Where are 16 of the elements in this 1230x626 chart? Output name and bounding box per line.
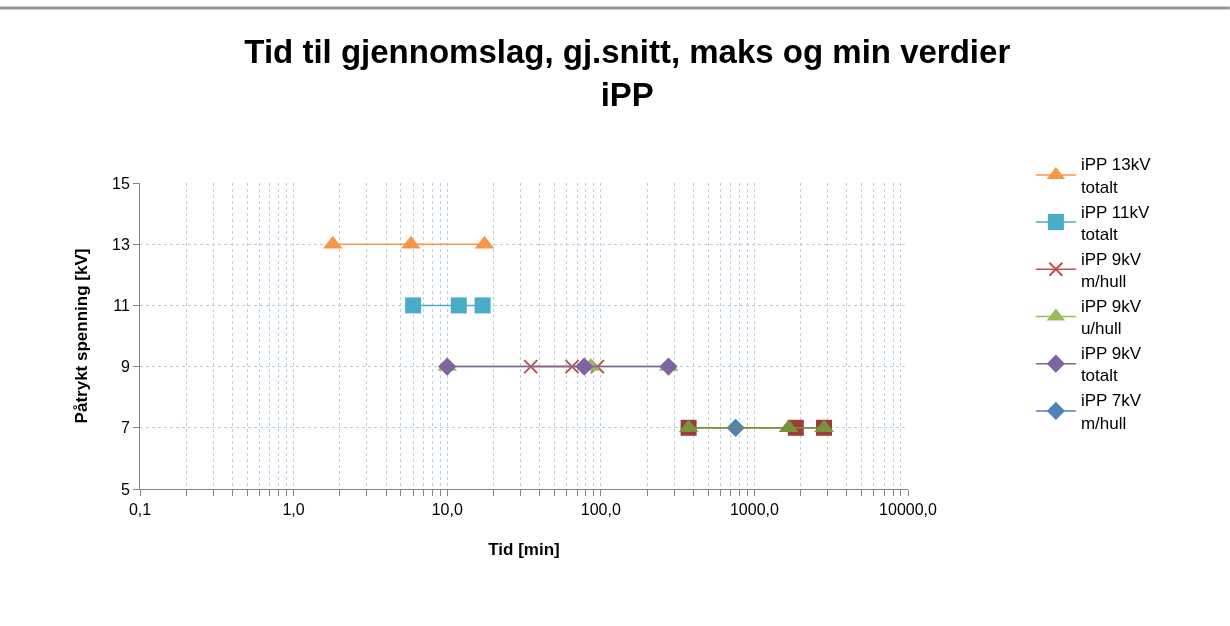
y-tick-label: 11	[113, 297, 130, 314]
x-tick-label: 0,1	[128, 501, 152, 519]
y-tick-label: 7	[120, 419, 130, 437]
chart-title: Tid til gjennomslag, gj.snitt, maks og min verdier iPP	[244, 32, 1011, 113]
y-tick-label: 5	[120, 480, 130, 498]
x-tick-label: 100,0	[580, 501, 621, 519]
y-tick-label: 13	[112, 235, 130, 253]
x-tick-label: 1,0	[282, 501, 305, 519]
x-axis-title: Tid [min]	[488, 539, 560, 559]
x-tick-label: 10000,0	[879, 501, 938, 519]
legend-label: iPP 7kV m/hull	[1080, 391, 1142, 433]
x-tick-label: 10,0	[431, 501, 463, 519]
y-tick-label: 9	[120, 358, 130, 376]
y-tick-label: 15	[112, 174, 130, 192]
y-axis-title: Påtrykt spenning [kV]	[71, 248, 91, 424]
x-tick-label: 1000,0	[729, 501, 779, 519]
